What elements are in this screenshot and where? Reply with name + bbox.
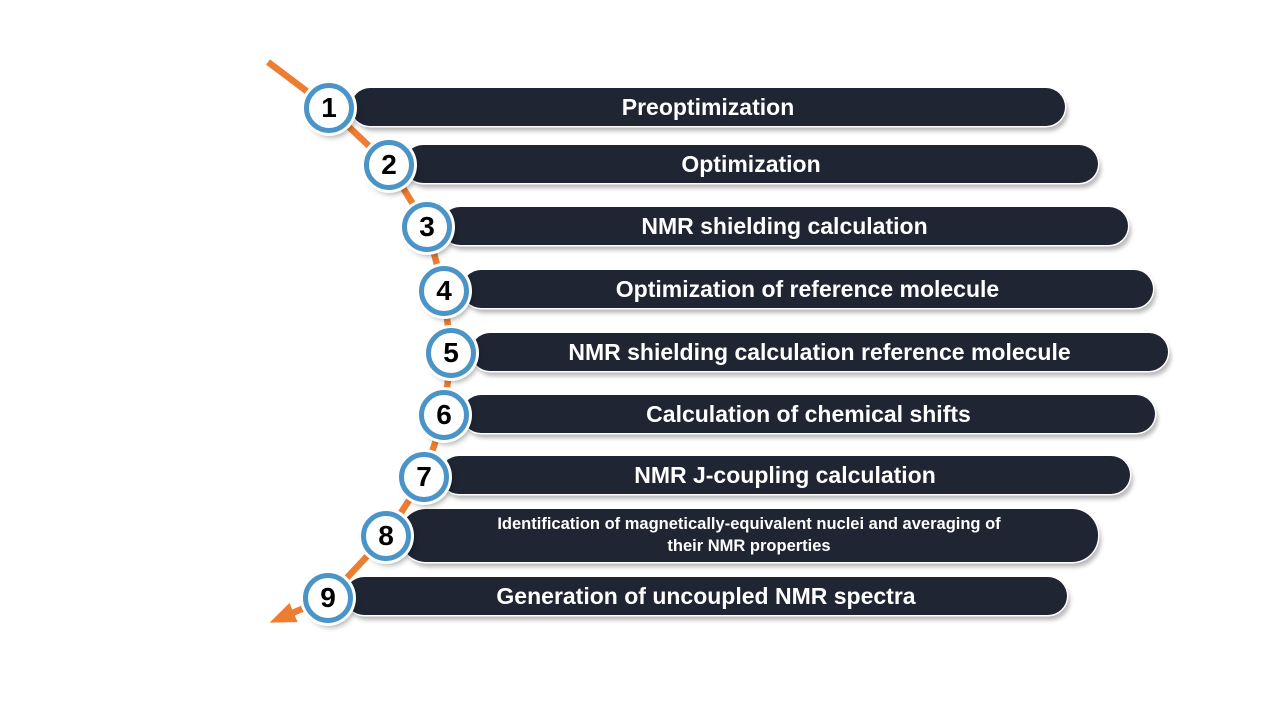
step-bar: Preoptimization [351, 88, 1065, 126]
step-number: 4 [436, 275, 452, 306]
step-bar: Calculation of chemical shifts [462, 395, 1155, 433]
step-label: Preoptimization [621, 93, 795, 120]
step-label: NMR J-coupling calculation [634, 461, 936, 488]
step-bar: Optimization [404, 145, 1098, 183]
step-number: 9 [320, 582, 336, 613]
step-number-badge: 3 [402, 202, 452, 252]
step-bar: Generation of uncoupled NMR spectra [345, 577, 1067, 615]
step-bar: NMR shielding calculation reference mole… [471, 333, 1168, 371]
step-number-badge: 2 [364, 140, 414, 190]
step-number: 7 [416, 461, 432, 492]
step-number-badge: 4 [419, 266, 469, 316]
step-label: NMR shielding calculation reference mole… [568, 338, 1071, 365]
step-number-badge: 6 [419, 390, 469, 440]
step-number-badge: 1 [304, 83, 354, 133]
step-number-badge: 8 [361, 511, 411, 561]
step-number-badge: 9 [303, 573, 353, 623]
step-label: Generation of uncoupled NMR spectra [496, 582, 916, 609]
step-number: 2 [381, 149, 397, 180]
step-bar: Optimization of reference molecule [462, 270, 1153, 308]
step-bar: NMR J-coupling calculation [440, 456, 1130, 494]
step-number: 5 [443, 337, 459, 368]
step-label: Identification of magnetically-equivalen… [497, 514, 1001, 555]
step-bar: NMR shielding calculation [441, 207, 1128, 245]
step-number: 6 [436, 399, 452, 430]
step-number: 8 [378, 520, 394, 551]
step-label: Optimization [681, 150, 821, 177]
step-bar: Identification of magnetically-equivalen… [400, 509, 1098, 562]
step-label: Calculation of chemical shifts [646, 400, 971, 427]
step-label: NMR shielding calculation [641, 212, 928, 239]
step-number-badge: 7 [399, 452, 449, 502]
step-number: 3 [419, 211, 435, 242]
step-label: Optimization of reference molecule [615, 275, 1000, 302]
step-number: 1 [321, 92, 337, 123]
step-number-badge: 5 [426, 328, 476, 378]
